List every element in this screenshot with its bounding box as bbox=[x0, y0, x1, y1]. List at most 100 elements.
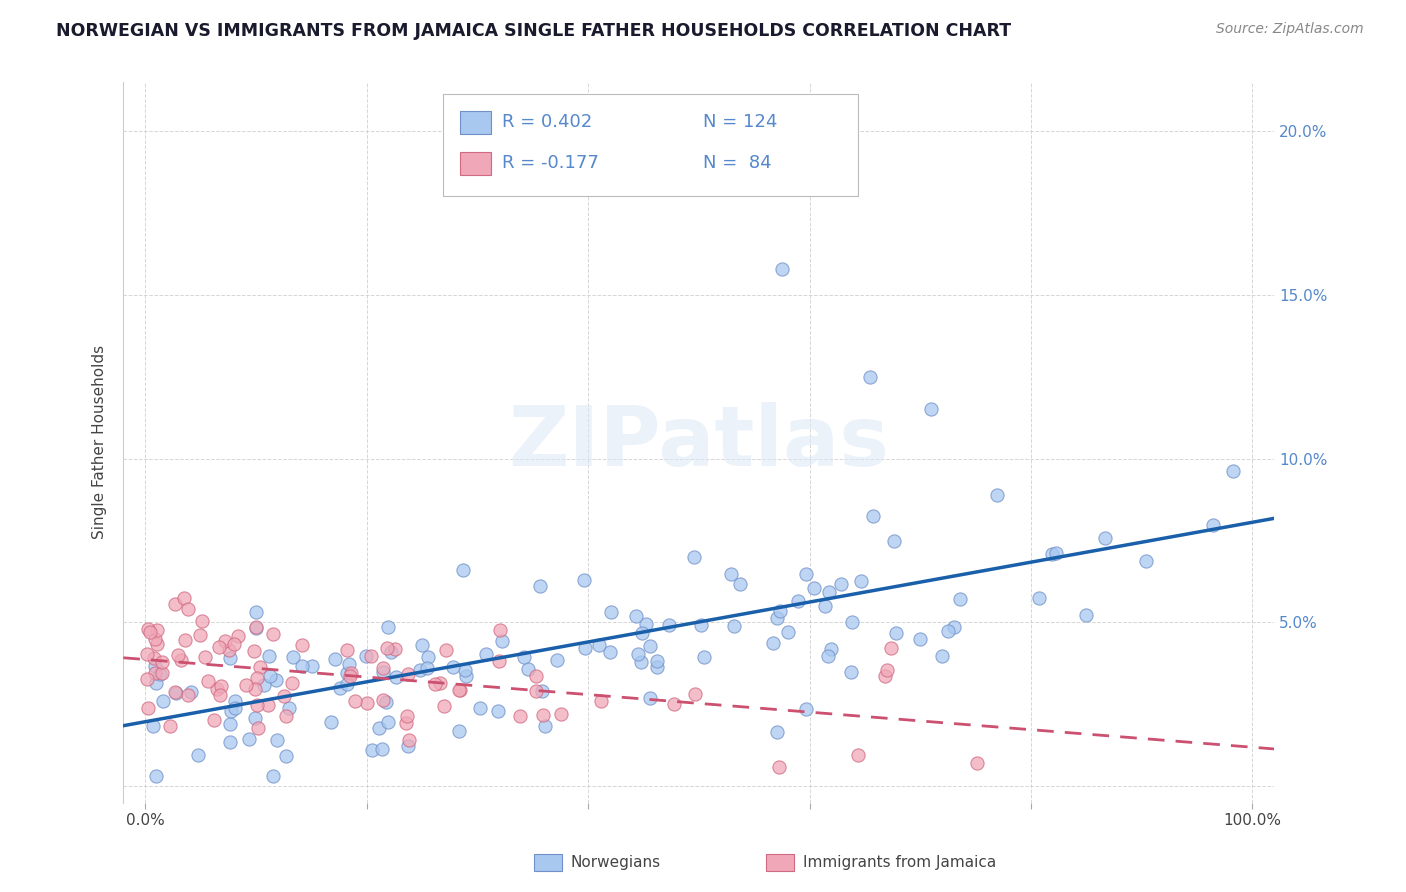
Point bbox=[375, 695, 398, 709]
Point bbox=[803, 581, 825, 595]
Point bbox=[170, 653, 193, 667]
Point bbox=[429, 676, 451, 690]
Point bbox=[396, 739, 419, 753]
Point bbox=[264, 673, 287, 687]
Point bbox=[371, 742, 394, 756]
Point bbox=[205, 681, 228, 696]
Point bbox=[776, 624, 799, 639]
Point bbox=[375, 640, 398, 655]
Point bbox=[638, 690, 661, 705]
Point bbox=[846, 748, 869, 763]
Point bbox=[219, 704, 242, 718]
Point bbox=[377, 714, 399, 729]
Point bbox=[765, 610, 787, 624]
Point bbox=[768, 760, 790, 774]
Point bbox=[683, 549, 706, 564]
Point bbox=[301, 659, 323, 673]
Point bbox=[245, 605, 267, 619]
Point bbox=[325, 652, 347, 666]
Point bbox=[142, 651, 165, 665]
Point bbox=[336, 665, 359, 680]
Point bbox=[1074, 608, 1097, 623]
Point bbox=[1040, 547, 1063, 561]
Point bbox=[931, 648, 953, 663]
Point bbox=[259, 669, 281, 683]
Point bbox=[243, 711, 266, 725]
Point bbox=[145, 637, 167, 651]
Point bbox=[447, 683, 470, 698]
Text: N = 124: N = 124 bbox=[703, 113, 778, 131]
Point bbox=[859, 369, 882, 384]
Point bbox=[373, 661, 395, 675]
Point bbox=[143, 666, 166, 681]
Point bbox=[246, 671, 269, 685]
Point bbox=[149, 666, 172, 681]
Point bbox=[794, 567, 817, 582]
Point bbox=[949, 592, 972, 607]
Point bbox=[966, 756, 988, 770]
Point bbox=[572, 574, 595, 588]
Point bbox=[191, 615, 214, 629]
Point bbox=[516, 662, 538, 676]
Point bbox=[321, 714, 343, 729]
Point bbox=[531, 708, 554, 723]
Point bbox=[218, 735, 240, 749]
Point bbox=[645, 654, 668, 668]
Point bbox=[159, 719, 181, 733]
Point bbox=[526, 684, 548, 698]
Point bbox=[360, 743, 382, 757]
Point bbox=[163, 597, 186, 611]
Point bbox=[645, 659, 668, 673]
Point bbox=[813, 599, 835, 614]
Point bbox=[546, 652, 568, 666]
Point bbox=[509, 709, 531, 723]
Point bbox=[690, 618, 713, 632]
Point bbox=[883, 534, 905, 549]
Point bbox=[488, 705, 510, 719]
Point bbox=[340, 665, 363, 680]
Point bbox=[207, 640, 229, 654]
Point bbox=[177, 688, 200, 702]
Point bbox=[936, 624, 959, 638]
Point bbox=[415, 661, 437, 675]
Point bbox=[224, 637, 246, 651]
Point bbox=[530, 684, 553, 698]
Point bbox=[188, 627, 211, 641]
Point bbox=[165, 686, 187, 700]
Point bbox=[274, 749, 297, 764]
Point bbox=[550, 707, 572, 722]
Point bbox=[163, 685, 186, 699]
Point bbox=[224, 701, 246, 715]
Point bbox=[849, 574, 872, 589]
Point bbox=[202, 713, 225, 727]
Point bbox=[396, 708, 419, 723]
Point bbox=[723, 619, 745, 633]
Point bbox=[434, 642, 457, 657]
Point bbox=[136, 622, 159, 636]
Point bbox=[591, 693, 613, 707]
Point bbox=[908, 632, 931, 646]
Point bbox=[627, 648, 650, 662]
Point bbox=[180, 685, 202, 699]
Point bbox=[243, 681, 266, 696]
Text: Source: ZipAtlas.com: Source: ZipAtlas.com bbox=[1216, 22, 1364, 37]
Point bbox=[433, 699, 456, 714]
Point bbox=[599, 645, 621, 659]
Point bbox=[371, 665, 394, 680]
Point bbox=[266, 732, 288, 747]
Text: NORWEGIAN VS IMMIGRANTS FROM JAMAICA SINGLE FATHER HOUSEHOLDS CORRELATION CHART: NORWEGIAN VS IMMIGRANTS FROM JAMAICA SIN… bbox=[56, 22, 1011, 40]
Point bbox=[769, 604, 792, 618]
Point bbox=[416, 650, 439, 665]
Text: Immigrants from Jamaica: Immigrants from Jamaica bbox=[803, 855, 995, 870]
Point bbox=[728, 577, 751, 591]
Point bbox=[208, 688, 231, 702]
Point bbox=[262, 768, 284, 782]
Point bbox=[720, 567, 742, 582]
Point bbox=[145, 658, 167, 673]
Text: R = 0.402: R = 0.402 bbox=[502, 113, 592, 131]
Point bbox=[512, 650, 534, 665]
Point bbox=[194, 650, 217, 665]
Point bbox=[1135, 554, 1157, 568]
Point bbox=[238, 732, 260, 747]
Point bbox=[876, 664, 898, 678]
